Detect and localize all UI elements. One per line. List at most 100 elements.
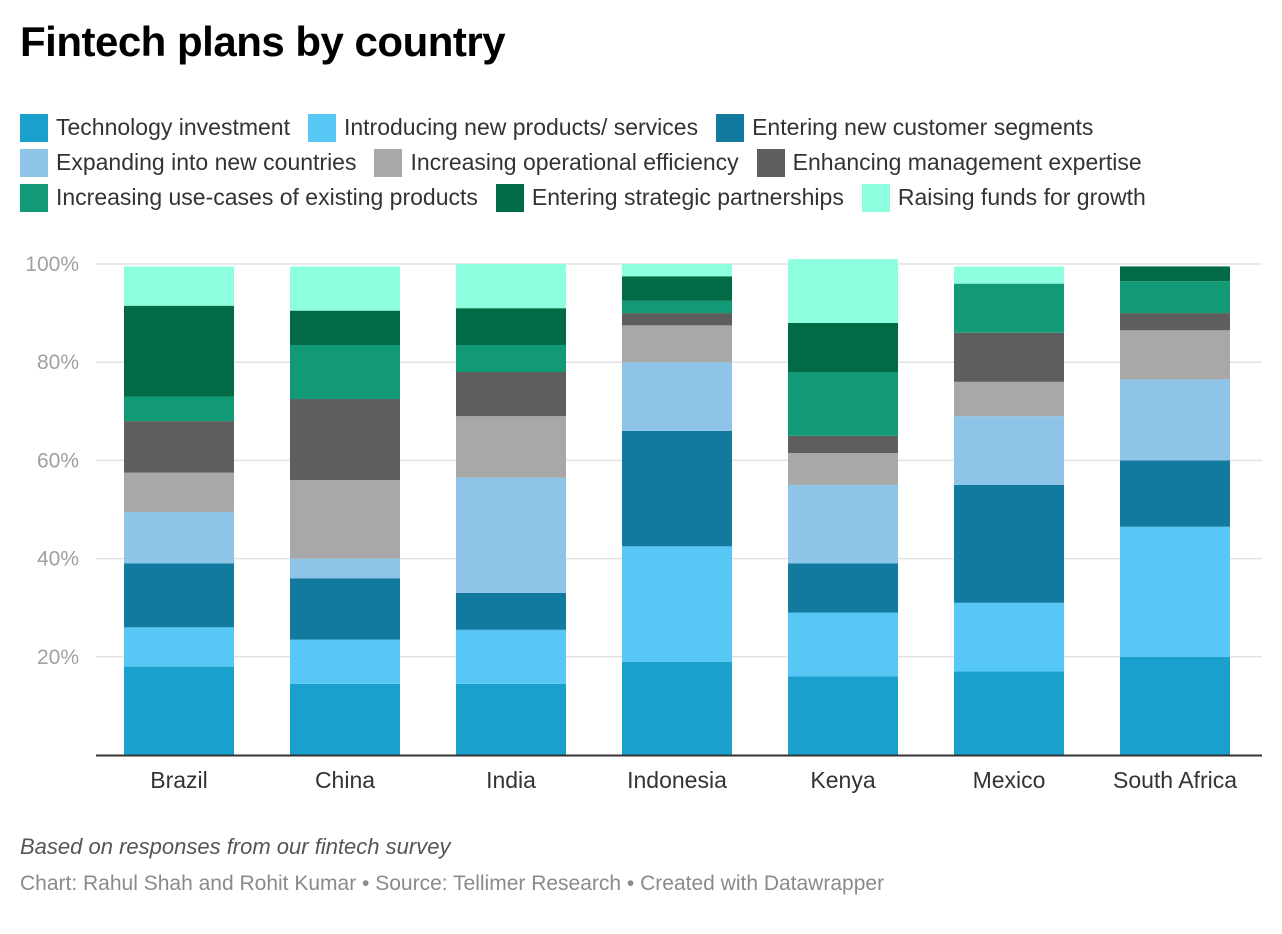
legend-row: Technology investment Introducing new pr… xyxy=(20,110,1260,145)
legend-item: Expanding into new countries xyxy=(20,148,356,177)
bar-segment xyxy=(124,666,234,755)
legend-item: Technology investment xyxy=(20,113,290,142)
legend-label: Increasing use-cases of existing product… xyxy=(56,184,478,210)
y-tick-label: 100% xyxy=(25,253,79,276)
legend-swatch xyxy=(20,148,48,177)
bar-segment xyxy=(124,421,234,473)
bar-segment xyxy=(456,629,566,684)
bar-segment xyxy=(622,430,732,547)
bar-segment xyxy=(290,310,400,346)
bar-segment xyxy=(290,558,400,579)
bar-segment xyxy=(1120,379,1230,461)
bar-segment xyxy=(290,399,400,481)
bar-segment xyxy=(788,563,898,613)
bar-segment xyxy=(622,264,732,277)
bar-segment xyxy=(1120,526,1230,657)
legend-item: Raising funds for growth xyxy=(861,183,1146,212)
x-category-label: Indonesia xyxy=(627,767,727,793)
bar-segment xyxy=(124,627,234,667)
bar-segment xyxy=(1120,313,1230,331)
x-category-label: India xyxy=(486,767,536,793)
legend-item: Entering strategic partnerships xyxy=(495,183,844,212)
legend-label: Increasing operational efficiency xyxy=(410,149,739,175)
bar-segment xyxy=(456,372,566,417)
legend-label: Introducing new products/ services xyxy=(343,114,699,140)
bar-segment xyxy=(290,639,400,684)
bar-segment xyxy=(1120,266,1230,282)
bar-segment xyxy=(456,416,566,478)
x-category-label: China xyxy=(315,767,375,793)
bar-segment xyxy=(124,266,234,306)
y-tick-label: 80% xyxy=(37,351,79,374)
legend-item: Increasing use-cases of existing product… xyxy=(20,183,478,212)
bar-segment xyxy=(456,264,566,309)
bar-segment xyxy=(124,396,234,422)
legend-item: Introducing new products/ services xyxy=(307,113,699,142)
legend-swatch xyxy=(716,113,745,142)
bar-segment xyxy=(788,372,898,436)
bar-segment xyxy=(124,563,234,628)
bar-segment xyxy=(788,484,898,564)
legend-item: Increasing operational efficiency xyxy=(374,148,739,177)
x-category-label: Brazil xyxy=(150,767,208,793)
bar-segment xyxy=(1120,330,1230,380)
chart-title: Fintech plans by country xyxy=(20,18,506,65)
x-category-label: Mexico xyxy=(973,767,1046,793)
bar-segment xyxy=(788,453,898,485)
bar-segment xyxy=(954,416,1064,485)
legend-swatch xyxy=(756,148,785,177)
legend: Technology investment Introducing new pr… xyxy=(20,110,1260,215)
bar-segment xyxy=(788,612,898,677)
legend-item: Enhancing management expertise xyxy=(756,148,1142,177)
bar-segment xyxy=(622,325,732,363)
bar-segment xyxy=(622,276,732,301)
legend-swatch xyxy=(374,148,403,177)
legend-swatch xyxy=(861,183,890,212)
bar-segment xyxy=(124,472,234,512)
chart-note: Based on responses from our fintech surv… xyxy=(20,834,451,859)
bar-segment xyxy=(954,381,1064,417)
bar-segment xyxy=(124,305,234,397)
legend-label: Entering strategic partnerships xyxy=(531,184,844,210)
bar-segment xyxy=(290,345,400,400)
bar-segment xyxy=(788,676,898,755)
bar-segment xyxy=(1120,460,1230,527)
bar-segment xyxy=(622,313,732,326)
bar-segment xyxy=(290,480,400,559)
bar-segment xyxy=(1120,656,1230,755)
legend-row: Increasing use-cases of existing product… xyxy=(20,180,1260,215)
bar-segment xyxy=(456,477,566,593)
bar-segment xyxy=(456,345,566,373)
y-tick-label: 40% xyxy=(37,548,79,571)
bar-segment xyxy=(456,592,566,630)
bar-segment xyxy=(954,671,1064,755)
bar-segment xyxy=(954,484,1064,603)
bar-segment xyxy=(954,602,1064,672)
bar-segment xyxy=(622,661,732,755)
stacked-bar-chart: 20% 40% 60% 80% 100% Brazil China India Indonesi… xyxy=(25,253,1262,793)
legend-swatch xyxy=(20,183,48,212)
legend-label: Technology investment xyxy=(56,114,290,140)
y-tick-label: 60% xyxy=(37,449,79,472)
bar-segment xyxy=(456,308,566,346)
bar-segment xyxy=(954,283,1064,333)
legend-row: Expanding into new countries Increasing … xyxy=(20,145,1260,180)
legend-label: Entering new customer segments xyxy=(752,114,1094,140)
bar-segment xyxy=(954,266,1064,284)
chart-credits: Chart: Rahul Shah and Rohit Kumar • Sour… xyxy=(20,872,885,895)
bar-segment xyxy=(788,435,898,454)
x-category-label: South Africa xyxy=(1113,767,1237,793)
x-category-label: Kenya xyxy=(810,767,875,793)
bar-segment xyxy=(788,322,898,373)
legend-item: Entering new customer segments xyxy=(716,113,1094,142)
bar-segment xyxy=(1120,281,1230,314)
bar-segment xyxy=(290,683,400,755)
bar-segment xyxy=(456,683,566,755)
legend-swatch xyxy=(307,113,336,142)
bar-segment xyxy=(954,332,1064,382)
bar-segment xyxy=(788,259,898,323)
bar-segment xyxy=(622,546,732,662)
bar-segment xyxy=(290,578,400,640)
legend-swatch xyxy=(20,113,48,142)
legend-label: Raising funds for growth xyxy=(897,184,1146,210)
